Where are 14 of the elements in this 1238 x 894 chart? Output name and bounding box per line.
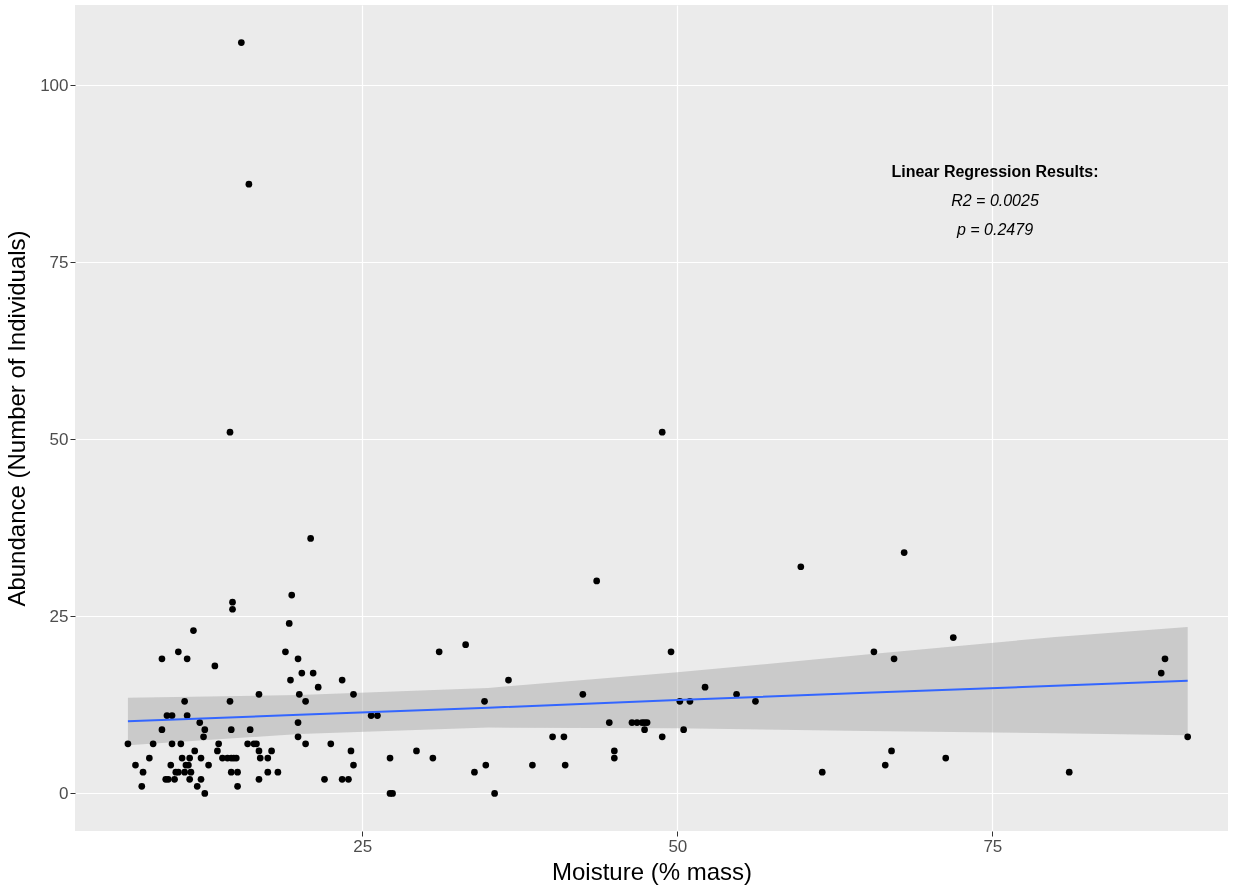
y-tick-label: 50 [49, 429, 69, 449]
y-tick-label: 25 [49, 606, 69, 626]
y-tick-label: 100 [40, 75, 69, 95]
annotation: p = 0.2479 [955, 221, 1034, 238]
line-series [126, 679, 1189, 723]
annotation: Linear Regression Results: [891, 163, 1099, 180]
annotation: R2 = 0.0025 [951, 192, 1039, 209]
y-tick-label: 75 [49, 252, 69, 272]
x-tick-label: 75 [983, 836, 1003, 856]
x-tick-label: 50 [668, 836, 688, 856]
x-tick-label: 25 [353, 836, 373, 856]
y-axis-title: Abundance (Number of Individuals) [3, 230, 31, 607]
x-axis-title: Moisture (% mass) [551, 857, 753, 885]
y-tick-label: 0 [59, 783, 69, 803]
